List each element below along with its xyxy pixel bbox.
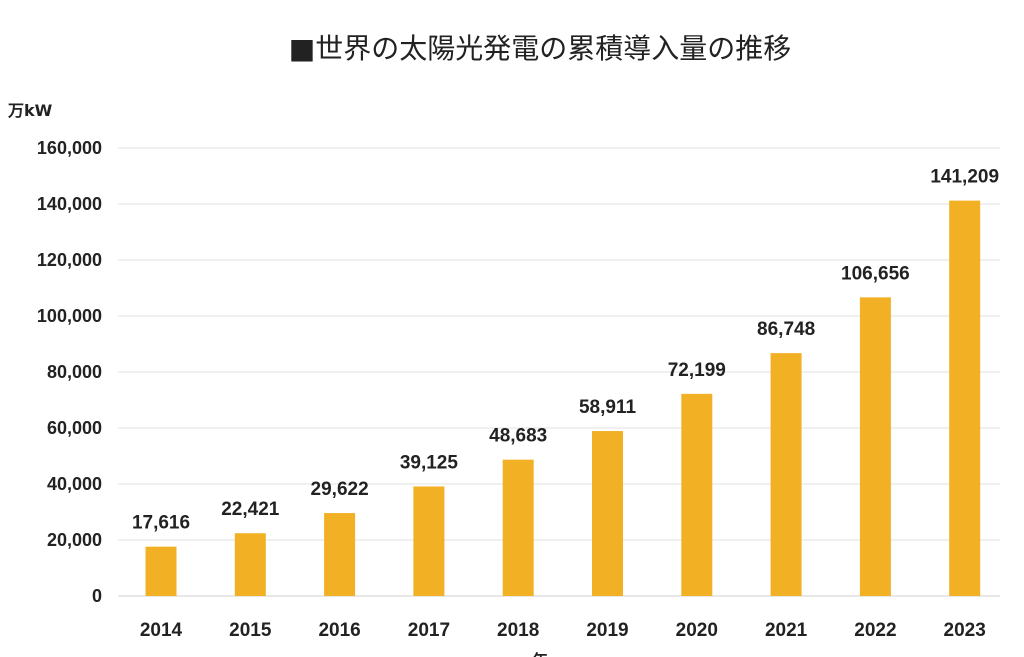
- x-tick-label-2016: 2016: [318, 620, 360, 641]
- data-labels: 17,616 22,421 29,622 39,125 48,683 58,911 72,1…: [132, 167, 999, 534]
- bar-2016: [324, 513, 356, 596]
- bar-2021: [770, 353, 802, 596]
- bar-2018: [502, 459, 534, 596]
- bar-2019: [592, 431, 623, 596]
- x-tick-label-2021: 2021: [765, 620, 808, 641]
- bar-2023: [949, 200, 981, 596]
- bar-2014: [145, 546, 177, 596]
- y-tick-label: 20,000: [47, 530, 102, 550]
- data-label-2016: 29,622: [311, 479, 369, 500]
- bar-series: [145, 200, 981, 596]
- data-label-2021: 86,748: [757, 319, 815, 340]
- bar-2020: [681, 393, 713, 596]
- data-label-2023: 141,209: [930, 167, 999, 188]
- x-tick-label-2018: 2018: [497, 620, 539, 641]
- y-tick-label: 100,000: [37, 306, 102, 326]
- x-tick-label-2015: 2015: [229, 620, 272, 641]
- y-tick-label: 160,000: [37, 138, 102, 158]
- x-tick-label-2020: 2020: [676, 620, 718, 641]
- data-label-2014: 17,616: [132, 513, 190, 534]
- y-tick-label: 140,000: [37, 194, 102, 214]
- x-axis-label: 年: [532, 651, 548, 657]
- x-tick-label-2023: 2023: [944, 620, 986, 641]
- y-axis-label: 万kW: [7, 101, 53, 120]
- bar-2022: [859, 297, 891, 596]
- data-label-2020: 72,199: [668, 360, 726, 381]
- data-label-2018: 48,683: [489, 426, 547, 447]
- bar-2015: [234, 533, 266, 596]
- data-label-2017: 39,125: [400, 452, 459, 473]
- y-axis-ticks: 0 20,000 40,000 60,000 80,000 100,000 120,000 1…: [37, 138, 102, 606]
- chart-title: ■世界の太陽光発電の累積導入量の推移: [289, 32, 791, 65]
- x-tick-label-2019: 2019: [586, 620, 628, 641]
- y-tick-label: 60,000: [47, 418, 102, 438]
- x-axis-ticks: 2014 2015 2016 2017 2018 2019 2020 2021 2022 2023: [140, 620, 986, 641]
- x-tick-label-2022: 2022: [854, 620, 896, 641]
- data-label-2015: 22,421: [221, 499, 280, 520]
- bar-2017: [413, 486, 445, 596]
- y-tick-label: 120,000: [37, 250, 102, 270]
- x-tick-label-2014: 2014: [140, 620, 183, 641]
- y-tick-label: 80,000: [47, 362, 102, 382]
- y-tick-label: 40,000: [47, 474, 102, 494]
- y-tick-label: 0: [92, 586, 102, 606]
- data-label-2022: 106,656: [841, 263, 910, 284]
- x-tick-label-2017: 2017: [408, 620, 450, 641]
- data-label-2019: 58,911: [579, 397, 636, 418]
